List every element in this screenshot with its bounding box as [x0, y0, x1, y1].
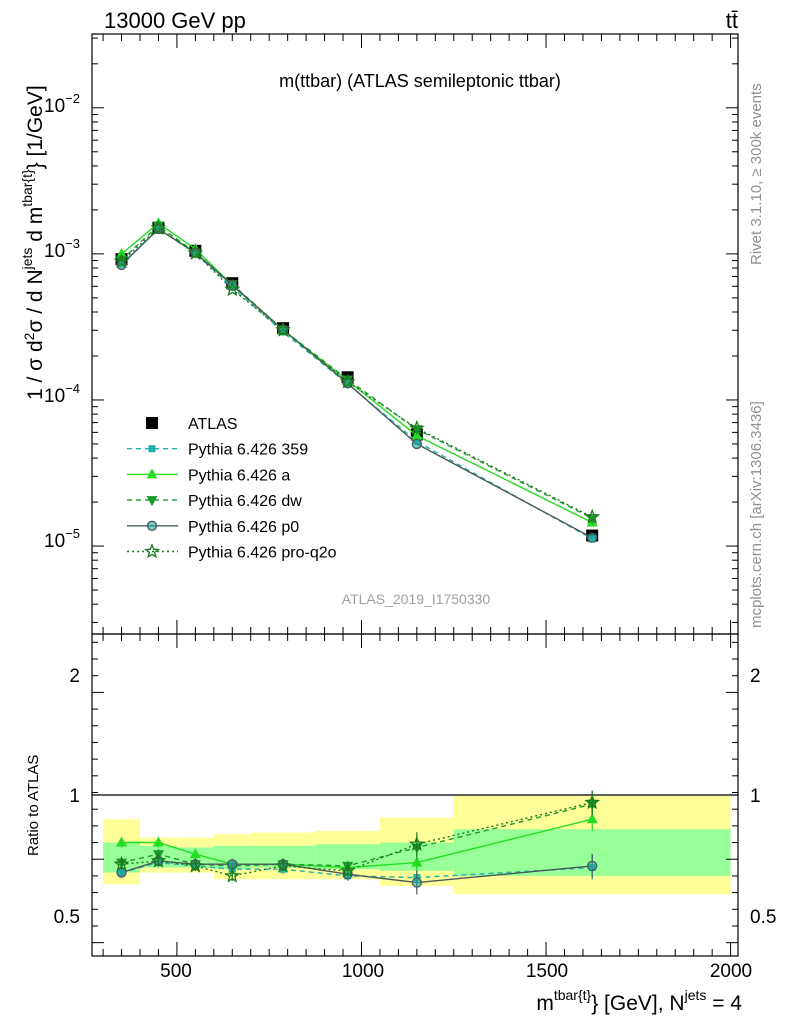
ratio-point-pythia-6-426-pro-q2o-7: [584, 794, 601, 810]
ratio-point-pythia-6-426-a-2: [189, 848, 201, 859]
ratio-tick-label-0-5: 0.5: [54, 907, 80, 928]
legend-marker-pythia-6-426-pro-q2o: [144, 543, 160, 559]
ratio-y-axis-title: Ratio to ATLAS: [25, 755, 42, 856]
energy-label: 13000 GeV pp: [104, 8, 246, 33]
legend-marker-pythia-6-426-dw: [146, 496, 158, 507]
plot-title: m(ttbar) (ATLAS semileptonic ttbar): [279, 71, 561, 91]
ratio-tick-label-1-right: 1: [750, 786, 761, 807]
ratio-y-ticks: [92, 641, 738, 944]
legend: ATLAS Pythia 6.426 359 Pythia 6.426 a Pythi…: [127, 416, 337, 562]
y-tick-label-1e-4: 10−4: [44, 381, 80, 407]
y-tick-label-1e-5: 10−5: [44, 526, 80, 552]
ratio-point-pythia-6-426-a-6: [411, 856, 423, 867]
main-point-pythia-6-426-pro-q2o-6: [408, 420, 425, 435]
ratio-point-pythia-6-426-p0-3: [227, 859, 238, 870]
main-point-pythia-6-426-pro-q2o-4: [275, 321, 291, 337]
main-point-pythia-6-426-pro-q2o-7: [584, 508, 601, 524]
ratio-point-pythia-6-426-pro-q2o-6: [408, 835, 425, 851]
main-point-pythia-6-426-a-0: [116, 247, 128, 258]
ratio-point-pythia-6-426-pro-q2o-2: [187, 857, 204, 873]
ratio-series: [113, 790, 601, 895]
main-series: [113, 217, 601, 543]
ratio-point-pythia-6-426-pro-q2o-4: [275, 857, 291, 873]
process-label: tt̄: [726, 8, 738, 33]
ratio-tick-label-2: 2: [69, 666, 80, 687]
main-point-pythia-6-426-p0-6: [411, 438, 422, 450]
main-point-pythia-6-426-p0-7: [587, 532, 598, 543]
legend-marker-pythia-6-426-p0: [146, 520, 158, 531]
main-y-ticks: [92, 37, 738, 623]
legend-marker-pythia-6-426-359: [148, 445, 156, 453]
ratio-point-pythia-6-426-pro-q2o-5: [339, 862, 356, 878]
legend-label-pythia-6-426-a: Pythia 6.426 a: [188, 467, 290, 484]
x-tick-label-500: 500: [160, 961, 192, 982]
y-tick-label-1e-3: 10−3: [44, 236, 80, 262]
main-point-pythia-6-426-pro-q2o-1: [150, 219, 167, 235]
legend-label-atlas: ATLAS: [188, 416, 238, 433]
ratio-point-pythia-6-426-pro-q2o-1: [150, 852, 167, 868]
ratio-line-pythia-6-426-359: [121, 861, 593, 879]
ratio-tick-label-2-right: 2: [750, 666, 761, 687]
ratio-point-pythia-6-426-pro-q2o-0: [113, 855, 130, 871]
ratio-tick-label-0-5-right: 0.5: [750, 907, 776, 928]
ratio-point-pythia-6-426-a-1: [152, 836, 164, 847]
ratio-inner-band-3: [213, 845, 251, 870]
ratio-line-pythia-6-426-pro-q2o: [121, 801, 593, 877]
main-line-pythia-6-426-dw: [121, 224, 593, 519]
legend-label-pythia-6-426-p0: Pythia 6.426 p0: [188, 519, 299, 536]
x-ticks: [102, 34, 732, 956]
rivet-label: Rivet 3.1.10, ≥ 300k events: [748, 83, 765, 265]
main-point-pythia-6-426-pro-q2o-2: [187, 244, 204, 260]
analysis-id: ATLAS_2019_I1750330: [342, 591, 491, 607]
x-tick-label-2000: 2000: [710, 961, 752, 982]
main-point-pythia-6-426-pro-q2o-3: [224, 281, 241, 297]
legend-label-pythia-6-426-359: Pythia 6.426 359: [188, 442, 308, 459]
legend-label-pythia-6-426-pro-q2o: Pythia 6.426 pro-q2o: [188, 545, 337, 562]
ratio-frame: [91, 633, 739, 957]
ratio-line-pythia-6-426-dw: [121, 803, 593, 867]
x-axis-title: mtbar{t}} [GeV], Njets = 4: [536, 987, 742, 1015]
ratio-line-pythia-6-426-p0: [121, 860, 593, 884]
legend-marker-atlas: [146, 417, 158, 429]
main-point-pythia-6-426-dw-6: [411, 425, 423, 436]
y-axis-title: 1 / σ d2σ / d Njets d mtbar{t}} [1/GeV]: [19, 85, 47, 400]
mcplots-label: mcplots.cern.ch [arXiv:1306.3436]: [748, 401, 765, 628]
main-point-pythia-6-426-pro-q2o-5: [339, 373, 356, 389]
ratio-point-pythia-6-426-pro-q2o-3: [224, 867, 241, 883]
main-line-pythia-6-426-p0: [121, 228, 593, 539]
main-point-pythia-6-426-pro-q2o-0: [113, 253, 130, 268]
ratio-tick-label-1: 1: [69, 786, 80, 807]
legend-marker-pythia-6-426-a: [146, 468, 158, 479]
ratio-inner-band-4: [250, 845, 316, 868]
ratio-point-pythia-6-426-p0-6: [411, 877, 422, 888]
ratio-point-pythia-6-426-a-7: [586, 813, 598, 824]
ratio-point-pythia-6-426-a-0: [116, 836, 128, 847]
x-tick-label-1500: 1500: [526, 961, 568, 982]
x-tick-label-1000: 1000: [342, 961, 384, 982]
legend-label-pythia-6-426-dw: Pythia 6.426 dw: [188, 493, 302, 510]
ratio-point-pythia-6-426-p0-7: [587, 860, 598, 872]
y-tick-label-1e-2: 10−2: [44, 91, 80, 117]
